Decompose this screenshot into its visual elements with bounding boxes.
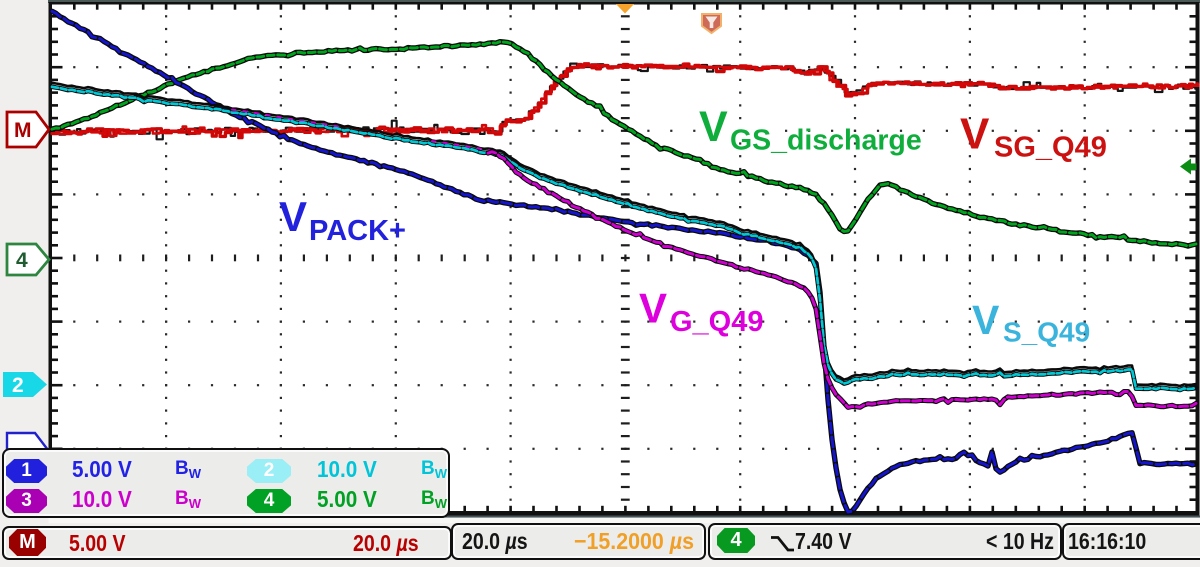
svg-text:V: V <box>639 285 667 332</box>
svg-text:M: M <box>14 119 32 142</box>
svg-text:SG_Q49: SG_Q49 <box>994 132 1107 164</box>
svg-text:S_Q49: S_Q49 <box>1003 317 1090 348</box>
svg-text:V: V <box>960 110 990 159</box>
svg-text:V: V <box>279 193 307 240</box>
svg-text:4: 4 <box>16 249 28 272</box>
svg-text:V: V <box>972 297 1000 343</box>
svg-text:G_Q49: G_Q49 <box>670 306 764 338</box>
svg-text:V: V <box>699 103 728 151</box>
svg-text:PACK+: PACK+ <box>309 215 406 247</box>
svg-text:2: 2 <box>12 374 24 397</box>
svg-text:GS_discharge: GS_discharge <box>730 125 922 157</box>
